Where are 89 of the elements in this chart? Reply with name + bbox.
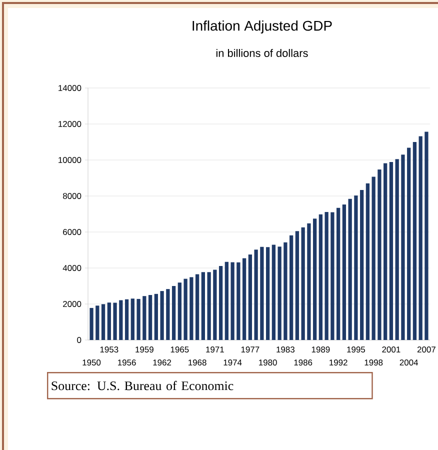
y-tick-label: 12000 [58,121,82,127]
bar [336,208,340,340]
bar [324,212,328,340]
x-tick-label: 1989 [312,346,330,353]
y-tick-label: 14000 [58,85,82,91]
y-tick-label: 6000 [63,229,82,235]
x-tick-label: 1962 [153,360,172,366]
bar [366,183,370,340]
bar [101,304,106,340]
bar [119,300,123,340]
bar [401,154,405,340]
bar [236,262,240,340]
bar [136,298,140,340]
bar [266,247,270,340]
bar [384,163,388,340]
bar [407,148,411,340]
bar [230,262,234,340]
bar [242,258,246,340]
bar [289,235,294,340]
chart-title: Inflation Adjusted GDP [192,20,332,34]
x-tick-label: 2004 [400,360,418,366]
x-tick-label: 1998 [364,360,383,366]
y-tick-label: 4000 [62,265,82,271]
x-tick-label: 1950 [82,360,101,366]
bar [284,242,288,340]
bar [130,298,134,340]
bar [218,266,223,340]
bar [166,289,170,340]
y-tick-label: 0 [77,337,82,343]
bar [354,195,358,340]
bar [248,254,252,340]
x-tick-label: 1956 [118,360,136,366]
x-tick-label: 2001 [382,346,400,353]
bar [96,306,100,340]
bar [389,162,394,340]
bar [418,136,422,340]
x-tick-label: 1986 [294,360,312,366]
bar [313,218,317,340]
bar [184,278,188,340]
bar [307,223,311,340]
bar [178,282,182,340]
y-tick-label: 8000 [63,193,82,199]
x-tick-label: 1953 [100,346,118,353]
bar [254,250,258,340]
bar [224,262,228,340]
bar [272,244,276,340]
x-tick-label: 2007 [417,346,436,353]
bar [378,170,382,340]
x-tick-label: 1977 [241,346,260,353]
bar [330,212,334,340]
bar [190,277,194,340]
x-tick-label: 1992 [330,360,348,366]
bar [154,294,158,340]
bar [213,270,217,340]
x-tick-label: 1968 [188,360,206,366]
bar [295,231,300,340]
x-tick-label: 1995 [347,346,366,353]
bar [360,190,364,340]
bar [107,302,111,340]
x-tick-label: 1965 [170,346,189,353]
x-tick-label: 1971 [206,346,224,353]
chart-subtitle: in billions of dollars [216,48,308,58]
bar [278,246,282,340]
bar [113,302,117,340]
bar [348,198,352,340]
bar [124,299,129,340]
bar [207,272,211,340]
bar [318,214,323,340]
bar [142,296,146,340]
x-tick-label: 1983 [276,346,294,353]
bar [201,272,205,340]
bar [301,227,305,340]
x-tick-label: 1980 [259,360,277,366]
y-tick-label: 2000 [63,301,82,307]
bar [172,286,176,340]
source-note: Source: U.S. Bureau of Economic [52,380,234,390]
bar [395,159,399,340]
bar [260,246,264,340]
bar [342,204,346,340]
x-tick-label: 1974 [224,360,242,366]
bar [90,308,94,340]
bar [160,291,164,340]
bar [412,142,417,340]
bar [372,176,376,340]
x-tick-label: 1959 [136,346,154,353]
bar [148,294,152,340]
bar [195,274,200,340]
y-tick-label: 10000 [58,157,82,163]
bar [424,132,428,340]
